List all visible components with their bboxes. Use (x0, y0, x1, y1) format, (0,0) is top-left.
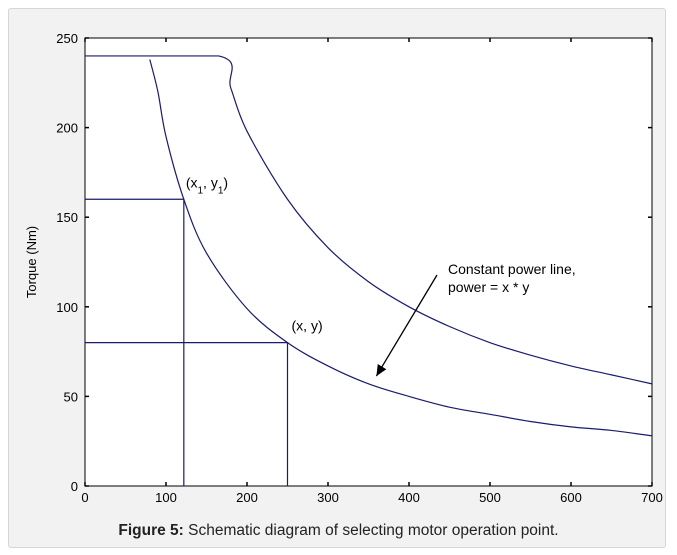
y-tick-label: 0 (71, 479, 78, 494)
x-tick-label: 200 (236, 490, 258, 505)
series-line-2 (149, 59, 653, 437)
x-tick-label: 100 (155, 490, 177, 505)
annotation-arrowhead (376, 364, 387, 377)
chart-curves (85, 55, 653, 486)
annotation-x-y: (x, y) (292, 318, 323, 334)
caption-text: Schematic diagram of selecting motor ope… (183, 522, 559, 539)
y-tick-label: 100 (56, 300, 78, 315)
annotation-constant-power-line1: Constant power line, (448, 261, 576, 277)
y-tick-label: 50 (64, 389, 78, 404)
x-tick-label: 600 (560, 490, 582, 505)
y-axis-label: Torque (Nm) (24, 226, 39, 298)
x-tick-label: 400 (398, 490, 420, 505)
x-tick-label: 0 (81, 490, 88, 505)
series-line-4 (85, 342, 289, 486)
figure-caption: Figure 5: Schematic diagram of selecting… (0, 522, 677, 540)
annotation-x1-y1: (x1, y1) (186, 174, 228, 196)
y-tick-label: 150 (56, 210, 78, 225)
x-tick-label: 500 (479, 490, 501, 505)
y-tick-label: 200 (56, 121, 78, 136)
series-line-3 (85, 198, 185, 486)
caption-label: Figure 5: (118, 522, 184, 539)
axis-ticks (84, 37, 653, 487)
annotation-constant-power-line2: power = x * y (448, 279, 529, 295)
x-tick-label: 700 (641, 490, 663, 505)
annotation-arrow (375, 274, 438, 377)
plot-area (84, 37, 653, 487)
annotation-constant-power: Constant power line, power = x * y (448, 261, 580, 295)
tick-labels: 0 100 200 300 400 500 600 700 0 50 100 150 200 250 (56, 31, 663, 505)
series-line-1 (85, 55, 653, 385)
y-tick-label: 250 (56, 31, 78, 46)
x-tick-label: 300 (317, 490, 339, 505)
